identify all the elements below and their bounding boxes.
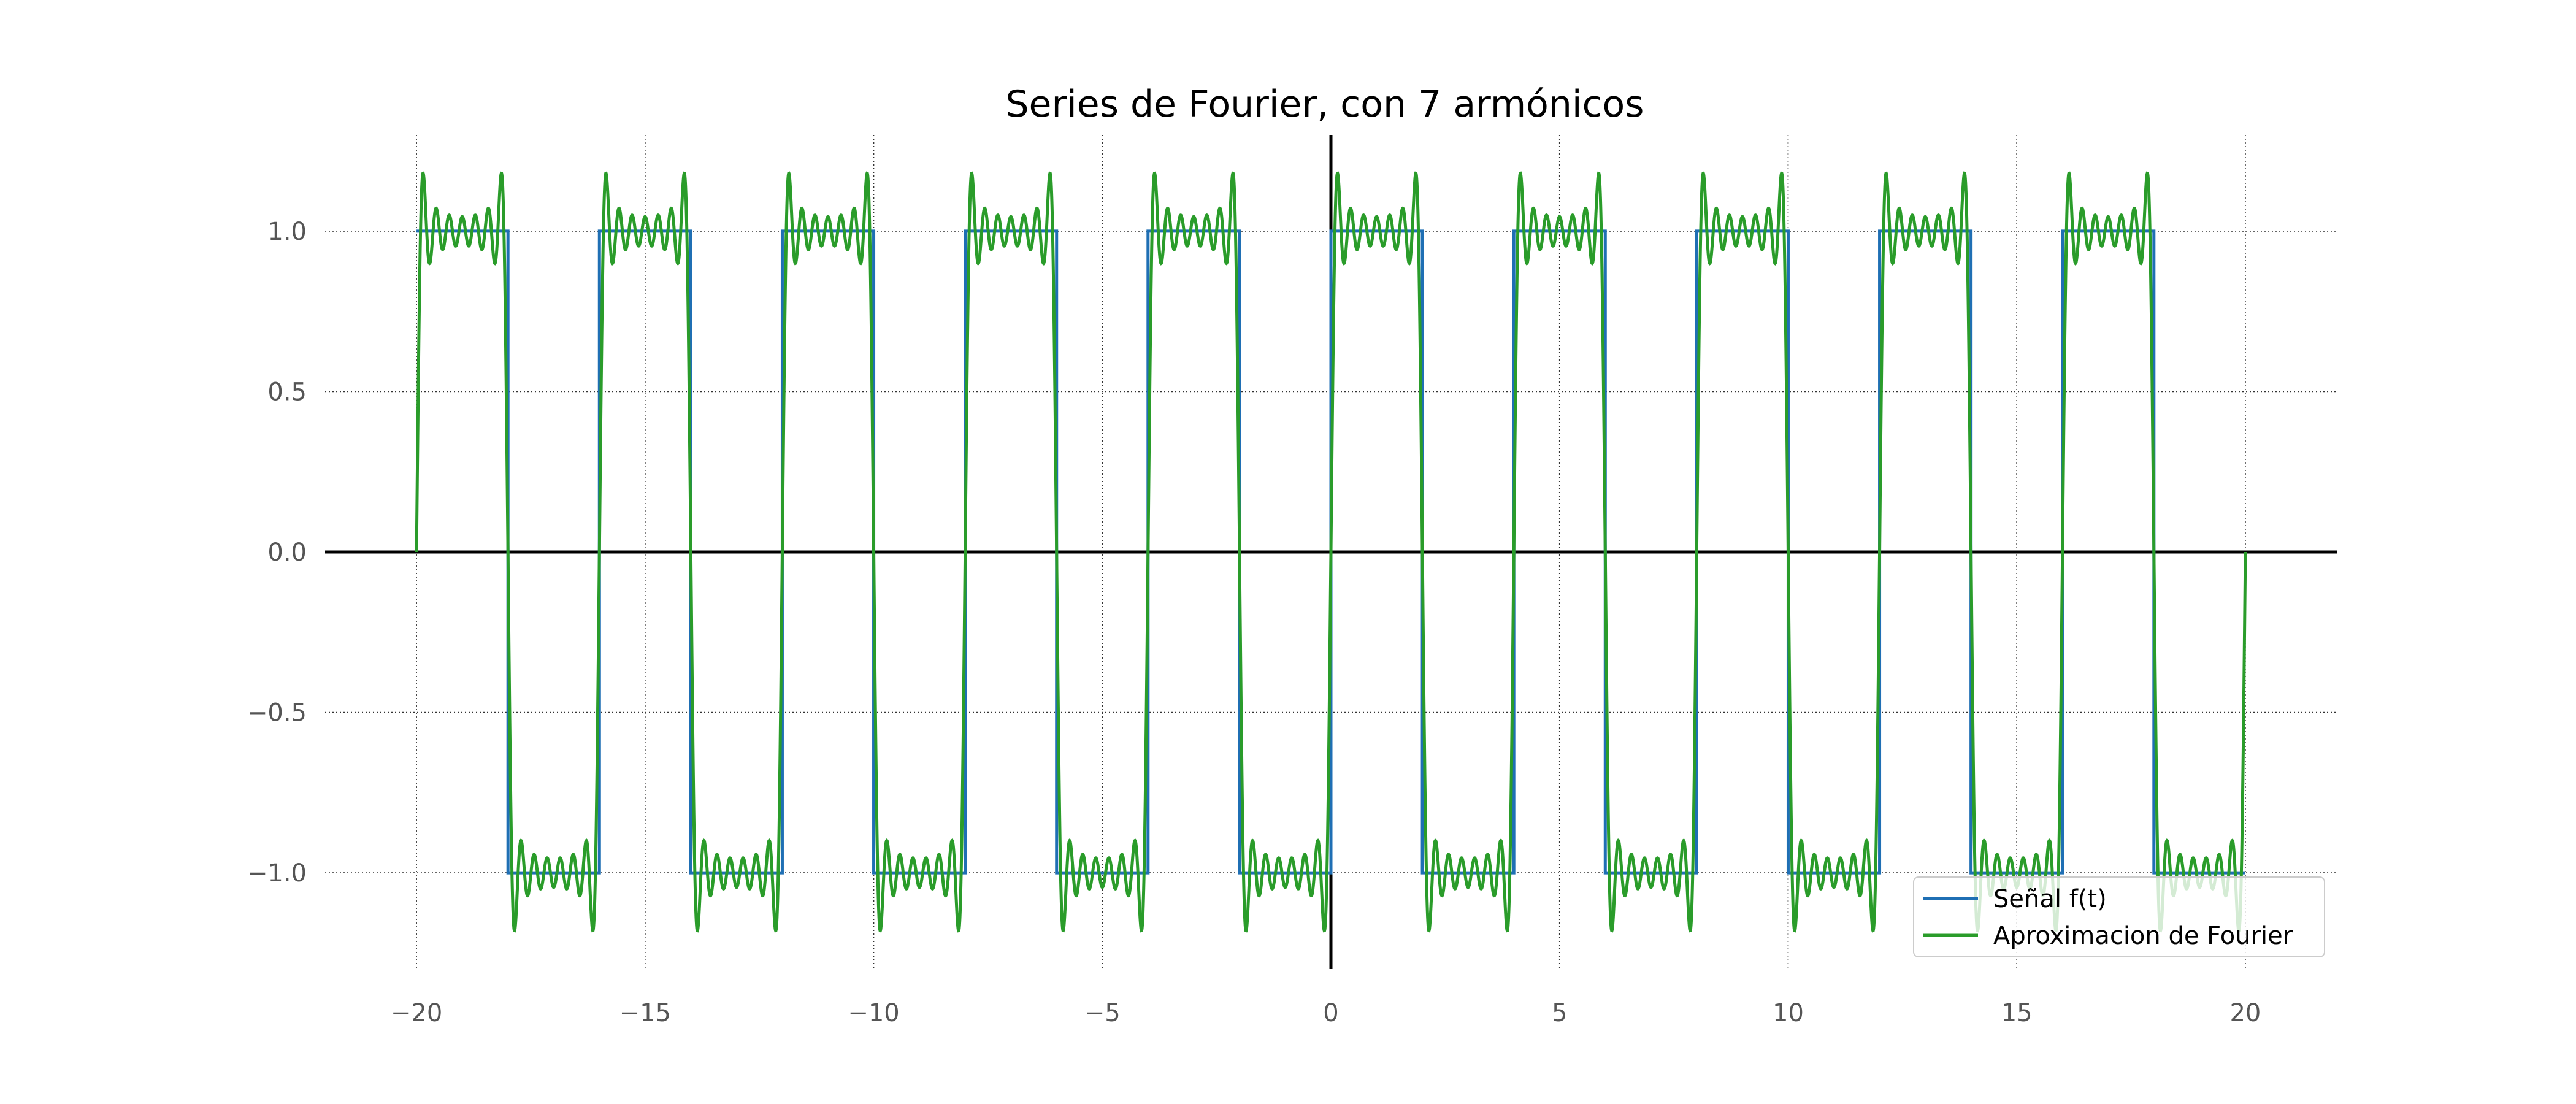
- y-tick-label: 1.0: [267, 218, 307, 246]
- x-tick-label: 0: [1323, 999, 1338, 1027]
- y-tick-label: −0.5: [247, 699, 307, 727]
- legend-box: [1913, 876, 2325, 957]
- x-tick-label: −15: [619, 999, 671, 1027]
- legend-label: Señal f(t): [1993, 885, 2107, 913]
- y-tick-label: 0.5: [267, 378, 307, 406]
- chart-title: Series de Fourier, con 7 armónicos: [1005, 83, 1644, 126]
- tick-labels: −20 −15 −10 −5 0 5 10 15 20 1.0 0.5 0.0 −0.5 −1.0: [247, 218, 2261, 1027]
- x-tick-label: −20: [391, 999, 442, 1027]
- x-tick-label: 10: [1773, 999, 1804, 1027]
- x-tick-label: −10: [848, 999, 899, 1027]
- legend: Señal f(t) Aproximacion de Fourier: [1913, 876, 2325, 957]
- legend-label: Aproximacion de Fourier: [1993, 922, 2293, 950]
- series-layer: [415, 171, 2247, 933]
- x-tick-label: 5: [1552, 999, 1567, 1027]
- series-fourier-line: [415, 171, 2247, 933]
- x-tick-label: 20: [2229, 999, 2261, 1027]
- y-tick-label: −1.0: [247, 859, 307, 887]
- x-tick-label: 15: [2001, 999, 2033, 1027]
- y-tick-label: 0.0: [267, 539, 307, 567]
- x-tick-label: −5: [1084, 999, 1121, 1027]
